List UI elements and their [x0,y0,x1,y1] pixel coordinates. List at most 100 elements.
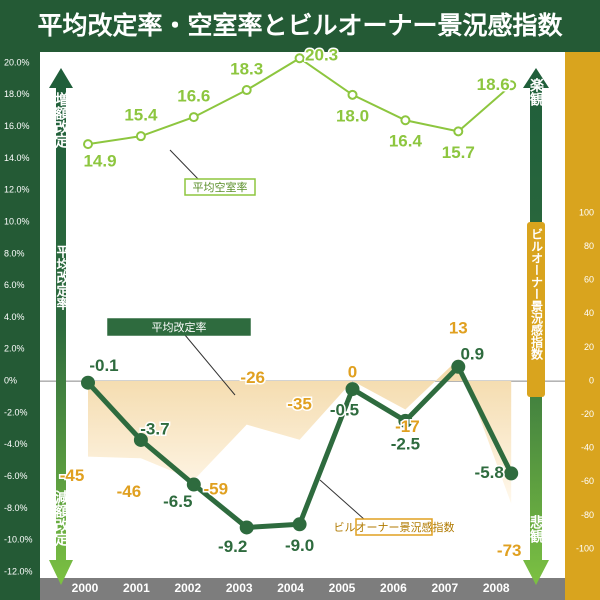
y-tick-label: 18.0% [4,89,30,99]
y-tick-label: 4.0% [4,312,25,322]
value-label: -59 [204,480,229,499]
x-tick-label: 2000 [72,581,99,595]
left-axis-band [0,52,40,600]
value-label: -3.7 [140,419,169,438]
value-label: 0 [348,362,357,381]
arrow-label-box [527,222,545,397]
x-tick-label: 2007 [431,581,458,595]
x-axis-band [40,578,565,600]
point [347,89,358,100]
point [188,112,199,123]
value-label: 13 [449,319,468,338]
y-tick-label: -2.0% [4,407,28,417]
value-label: 18.3 [230,60,263,79]
chart-title: 平均改定率・空室率とビルオーナー景況感指数 [37,11,563,40]
value-label: 16.4 [389,132,423,151]
point [133,432,148,447]
legend-box [355,518,433,536]
title-bar [0,0,600,52]
y-tick-label: 8.0% [4,248,25,258]
y2-tick-label: 80 [584,241,594,251]
legend-box [184,178,256,196]
point [400,115,411,126]
value-label: -45 [60,466,85,485]
value-label: -73 [497,541,522,560]
legend-label: 平均改定率 [152,320,207,334]
value-label: 14.9 [83,152,116,171]
value-label: 20.3 [305,46,338,65]
x-tick-label: 2006 [380,581,407,595]
x-tick-label: 2008 [483,581,510,595]
point [135,131,146,142]
y2-tick-label: -40 [581,443,594,453]
legend-box [107,318,251,336]
point [241,85,252,96]
y-tick-label: -4.0% [4,439,28,449]
point [345,382,360,397]
point [398,413,413,428]
y2-tick-label: -100 [576,543,594,553]
value-label: -0.5 [330,401,359,420]
value-label: -5.8 [475,463,504,482]
point [451,359,466,374]
y2-tick-label: 0 [589,375,594,385]
legend-label: 平均空室率 [193,180,248,194]
y-tick-label: 20.0% [4,57,30,67]
y2-tick-label: 60 [584,275,594,285]
value-label: 0.9 [460,344,484,363]
arrow-label: ビルオーナー景況感指数 [530,228,544,361]
point [81,375,95,390]
y2-tick-label: -80 [581,510,594,520]
legend-label: ビルオーナー景況感指数 [334,520,455,534]
x-tick-label: 2003 [226,581,253,595]
y-tick-label: 10.0% [4,216,30,226]
y2-tick-label: 20 [584,342,594,352]
value-label: -26 [240,368,265,387]
y-tick-label: 6.0% [4,280,25,290]
y2-tick-label: -60 [581,476,594,486]
point [83,139,93,150]
point [292,517,307,532]
leader-line [319,479,366,521]
value-label: -6.5 [163,492,192,511]
point [504,466,519,481]
value-label: 18.6 [477,75,510,94]
y-tick-label: 16.0% [4,121,30,131]
area [88,359,512,504]
arrow-label: 減額改定 [53,489,70,547]
point [506,80,517,91]
right-axis-band [565,52,600,600]
value-label: 18.0 [336,106,369,125]
y-tick-label: -8.0% [4,503,28,513]
x-tick-label: 2004 [277,581,304,595]
arrow-label: 平均改定率 [54,245,71,311]
arrow-label: 楽観 [528,77,545,107]
y-tick-label: 0% [4,376,17,386]
point [294,53,305,64]
point [453,126,464,137]
y-tick-label: -6.0% [4,471,28,481]
x-tick-label: 2005 [329,581,356,595]
value-label: -35 [287,394,312,413]
value-label: 15.7 [442,143,475,162]
leader-line [169,149,201,182]
y2-tick-label: -20 [581,409,594,419]
left-arrow [49,68,73,585]
value-label: -0.1 [89,356,118,375]
y2-tick-label: 100 [579,207,594,217]
point [239,520,254,535]
y-tick-label: -10.0% [4,535,33,545]
y-tick-label: -12.0% [4,566,33,576]
value-label: -17 [395,417,420,436]
value-label: -9.2 [218,537,247,556]
point [186,477,201,492]
leader-line [184,334,236,396]
value-label: -46 [117,482,142,501]
value-label: 15.4 [124,106,158,125]
value-label: -9.0 [285,536,314,555]
x-tick-label: 2001 [123,581,150,595]
arrow-label: 悲観 [528,514,544,544]
value-label: -2.5 [391,434,420,453]
